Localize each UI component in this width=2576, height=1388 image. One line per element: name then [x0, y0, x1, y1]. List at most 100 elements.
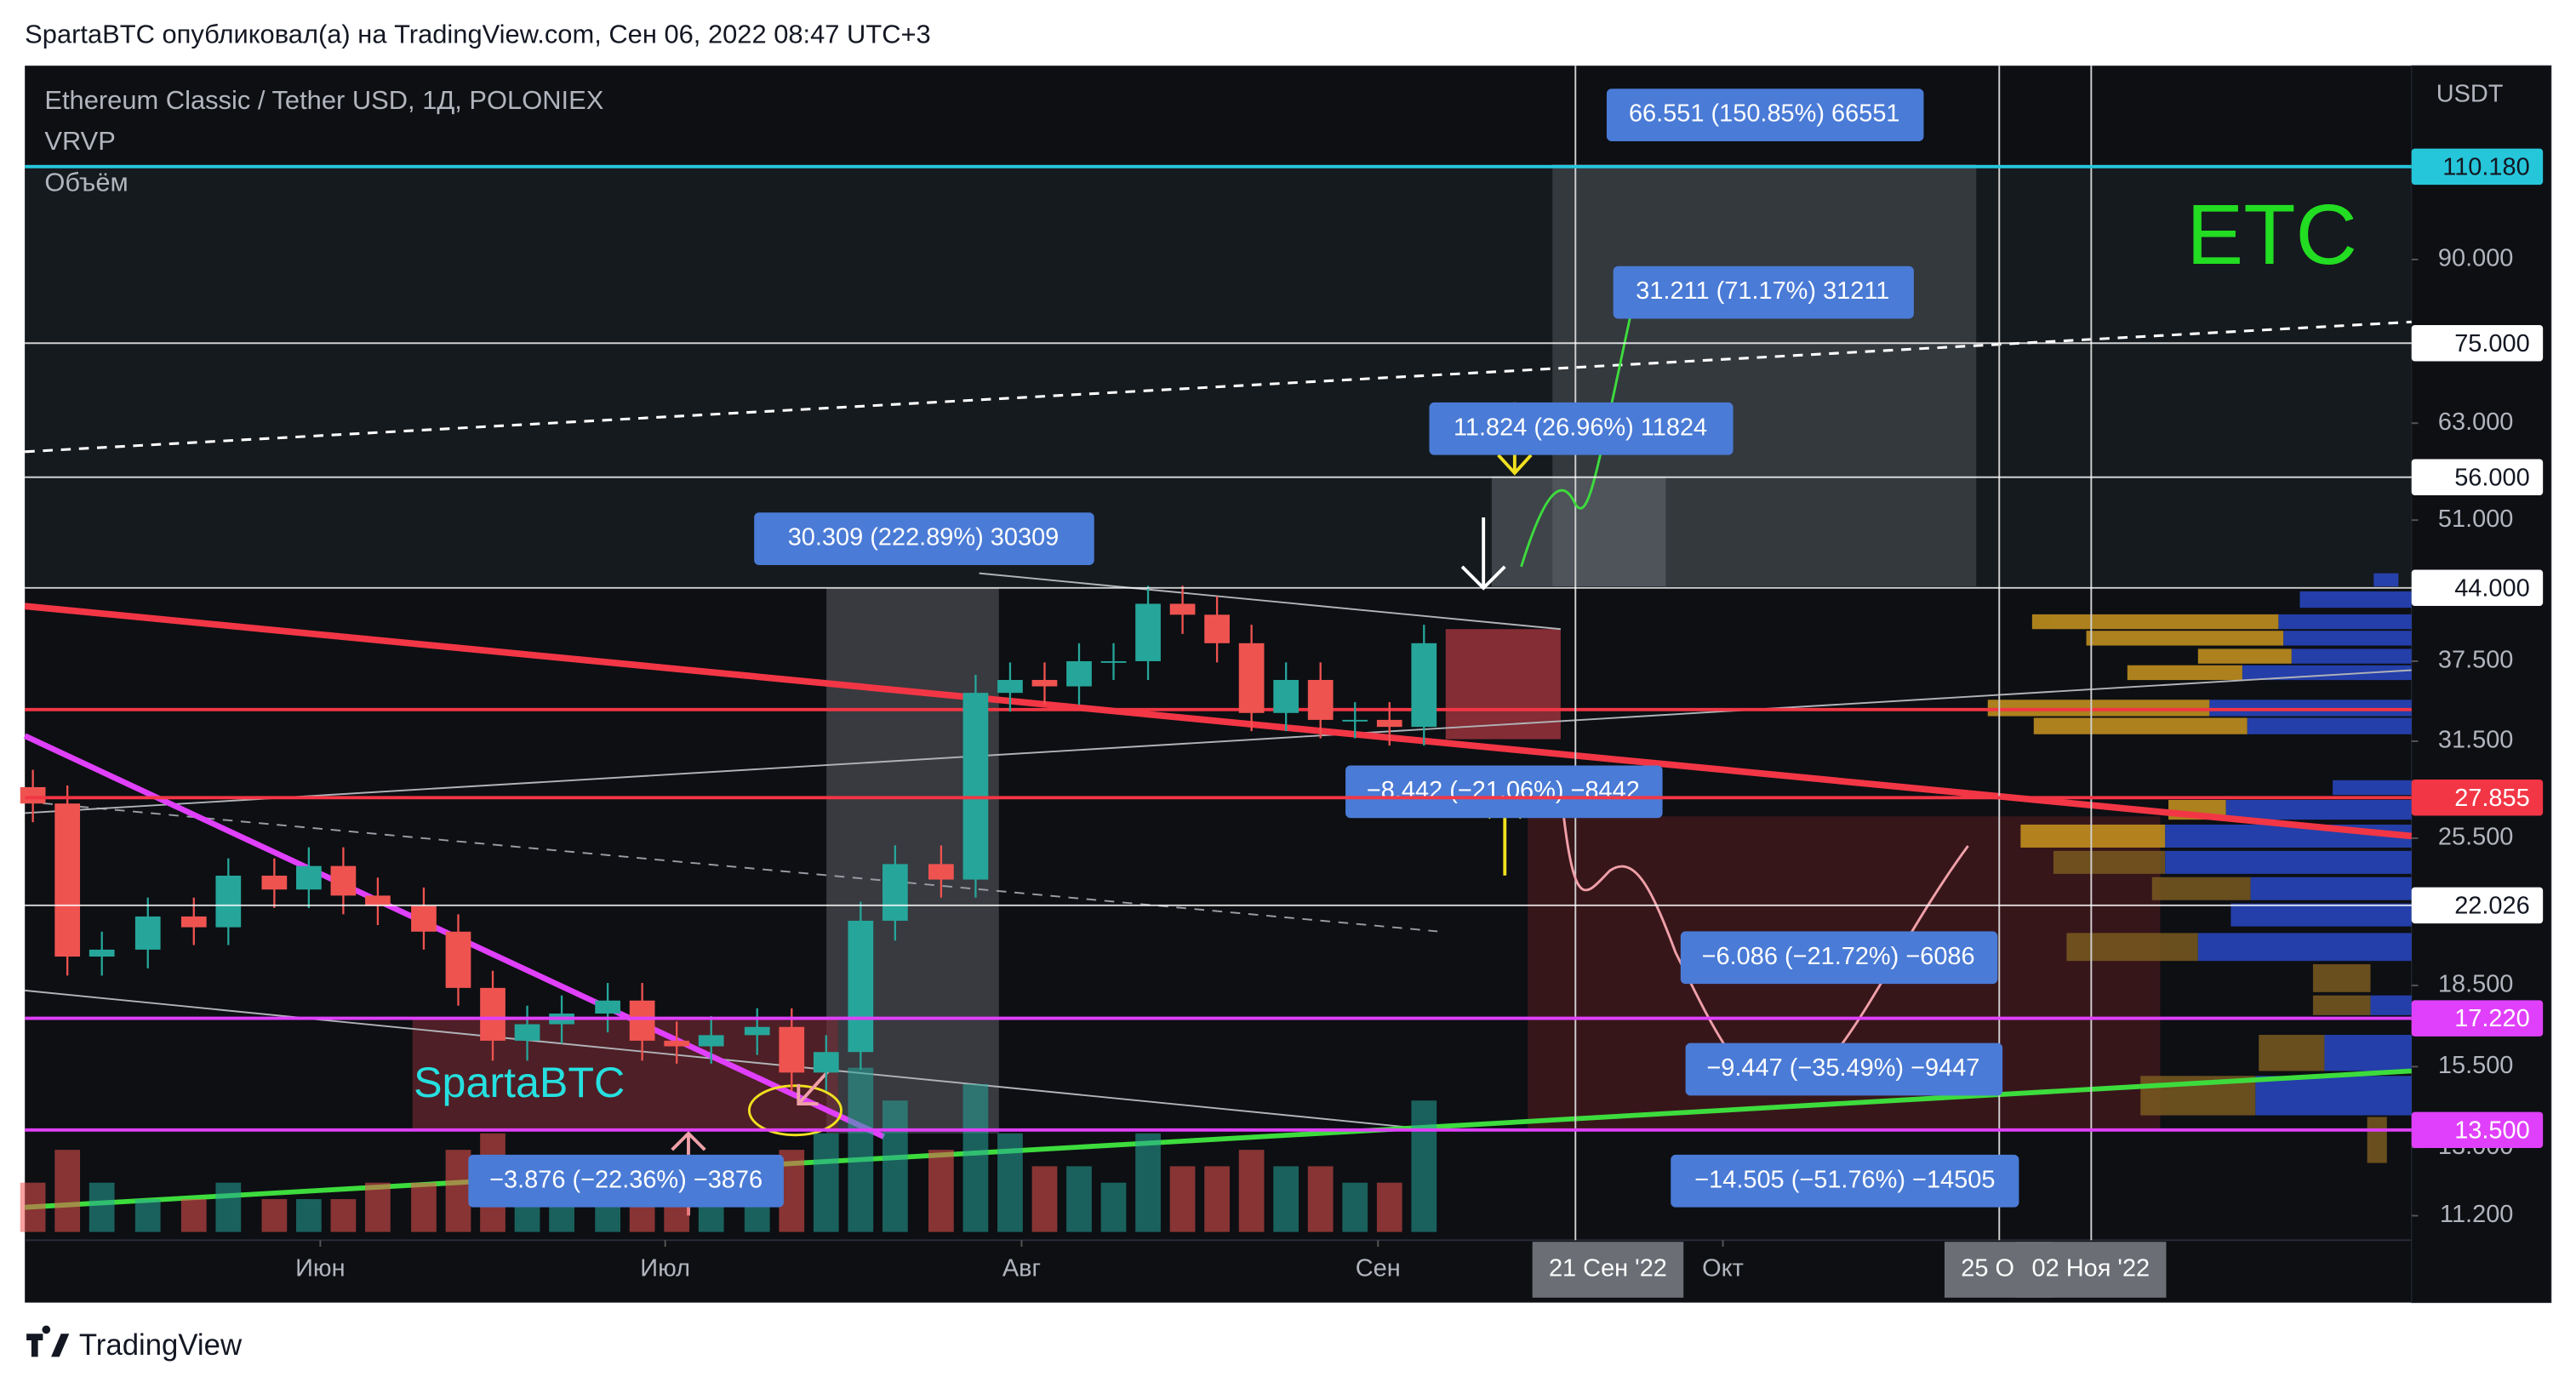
candle-body	[1031, 679, 1058, 687]
x-marker-box	[2015, 1242, 2167, 1298]
x-marker-label: 21 Сен '22	[1549, 1255, 1667, 1282]
level-box	[2411, 569, 2544, 607]
y-tick-label: 90.000	[2438, 245, 2514, 272]
candle-body	[928, 864, 954, 880]
footer-logo	[26, 1325, 70, 1357]
candle-body	[595, 1000, 620, 1014]
level-label: 17.220	[2454, 1005, 2530, 1032]
volume-bar	[20, 1182, 46, 1232]
trend-line	[979, 572, 1562, 631]
watermark: SpartaBTC	[414, 1059, 625, 1106]
annotation-text: 30.309 (222.89%) 30309	[788, 524, 1060, 551]
candle-body	[1100, 660, 1127, 663]
trend-line	[25, 989, 1438, 1131]
candle-body	[1273, 679, 1299, 713]
candle-body	[54, 803, 81, 957]
candle-body	[330, 865, 357, 896]
volume-bar	[1169, 1166, 1196, 1232]
candle-body	[1066, 660, 1092, 687]
candle-body	[180, 916, 207, 928]
volume-bar	[962, 1083, 989, 1232]
x-tick-label: Окт	[1702, 1255, 1744, 1282]
price-axis-bg	[2411, 65, 2552, 1304]
volume-bar	[215, 1182, 242, 1232]
candle-body	[997, 679, 1023, 694]
y-tick-label: 25.500	[2438, 824, 2514, 851]
zone	[1445, 629, 1561, 740]
candle-body	[89, 949, 115, 957]
annotation: −3.876 (−22.36%) −3876	[468, 1154, 784, 1208]
x-tick-label: Июл	[640, 1255, 690, 1282]
volume-bar	[261, 1199, 288, 1232]
annotation-text: 31.211 (71.17%) 31211	[1636, 277, 1889, 305]
candle-body	[629, 1000, 655, 1041]
annotation-text: −14.505 (−51.76%) −14505	[1694, 1166, 1995, 1193]
annotation: −6.086 (−21.72%) −6086	[1680, 931, 1998, 985]
y-tick-label: 63.000	[2438, 408, 2514, 436]
volume-bar	[89, 1182, 115, 1232]
x-marker-label: 02 Ноя '22	[2032, 1255, 2150, 1282]
annotation: −14.505 (−51.76%) −14505	[1671, 1154, 2019, 1208]
forecast-path	[1520, 303, 1635, 568]
legend-indicator: VRVP	[44, 126, 116, 156]
y-tick-label: 37.500	[2438, 647, 2514, 674]
volume-bar	[330, 1199, 357, 1232]
candle-body	[1135, 603, 1161, 661]
annotation: 30.309 (222.89%) 30309	[754, 512, 1094, 565]
volume-bar	[997, 1133, 1023, 1232]
level-box	[2411, 459, 2544, 495]
candle-body	[411, 905, 437, 932]
candle-body	[1411, 643, 1437, 728]
currency: USDT	[2436, 81, 2504, 108]
volume-bar	[1066, 1166, 1092, 1232]
candle-body	[1169, 603, 1196, 615]
candle-body	[480, 987, 505, 1041]
level-box	[2411, 780, 2544, 816]
volume-bar	[928, 1150, 954, 1232]
volume-bar	[134, 1199, 161, 1232]
volume-bar	[813, 1133, 839, 1232]
candle-body	[882, 864, 908, 921]
x-tick-label: Сен	[1356, 1255, 1401, 1282]
candle-body	[261, 875, 288, 890]
zone	[25, 164, 2412, 589]
volume-bar	[296, 1199, 322, 1232]
annotation-text: −9.447 (−35.49%) −9447	[1706, 1054, 1979, 1082]
level-box	[2411, 148, 2544, 186]
candle-body	[134, 916, 161, 950]
candle-body	[445, 931, 471, 988]
legend-indicator: Объём	[44, 167, 128, 197]
x-tick-label: Авг	[1002, 1255, 1041, 1282]
volume-bar	[1100, 1182, 1127, 1232]
annotation: −9.447 (−35.49%) −9447	[1685, 1042, 2003, 1096]
annotation-text: −3.876 (−22.36%) −3876	[489, 1166, 763, 1193]
annotation-text: −8.442 (−21.06%) −8442	[1367, 777, 1640, 804]
level-label: 13.500	[2454, 1117, 2530, 1144]
level-box	[2411, 1111, 2544, 1149]
candle-body	[514, 1024, 540, 1041]
candle-body	[813, 1052, 839, 1073]
zone	[1491, 476, 1666, 587]
annotation: 11.824 (26.96%) 11824	[1429, 402, 1734, 455]
volume-bar	[848, 1067, 874, 1232]
y-tick-label: 11.200	[2440, 1201, 2513, 1228]
trend-line	[25, 669, 2412, 814]
candle-body	[296, 865, 322, 890]
volume-bar	[882, 1100, 908, 1232]
level-label: 27.855	[2454, 785, 2530, 812]
legend-title: Ethereum Classic / Tether USD, 1Д, POLON…	[44, 85, 603, 115]
y-tick-label: 51.000	[2438, 506, 2514, 533]
x-tick-label: Июн	[295, 1255, 345, 1282]
annotation-text: 66.551 (150.85%) 66551	[1629, 100, 1900, 128]
level-box	[2411, 1000, 2544, 1037]
volume-bar	[1273, 1166, 1299, 1232]
candle-body	[698, 1035, 724, 1047]
annotation-text: 11.824 (26.96%) 11824	[1454, 414, 1707, 441]
volume-bar	[411, 1182, 437, 1232]
level-label: 44.000	[2454, 574, 2530, 602]
volume-bar	[1342, 1182, 1368, 1232]
volume-bar	[445, 1150, 471, 1232]
volume-bar	[54, 1150, 81, 1232]
candle-body	[1204, 614, 1230, 643]
